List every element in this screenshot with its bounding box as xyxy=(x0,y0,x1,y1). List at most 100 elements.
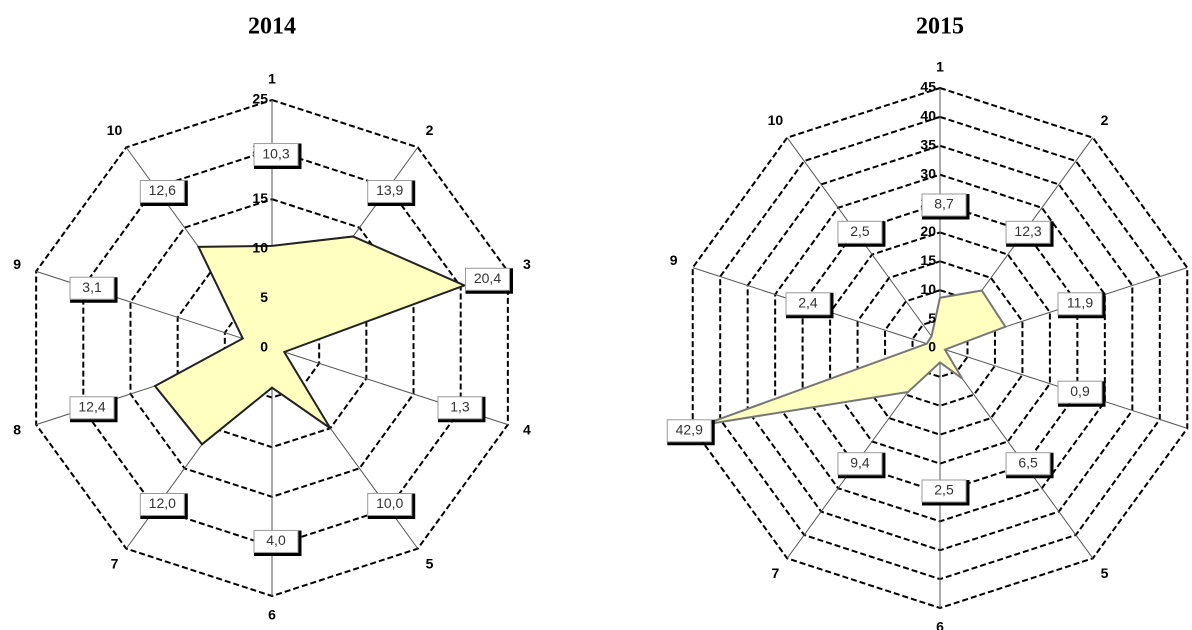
value-label: 4,0 xyxy=(266,532,286,548)
label-corner xyxy=(70,396,118,423)
label-corner xyxy=(254,530,302,556)
value-label: 12,3 xyxy=(1014,223,1041,239)
value-label: 1,3 xyxy=(450,398,470,414)
label-corner xyxy=(465,268,513,294)
value-label: 0,9 xyxy=(1070,383,1090,399)
radar-chart: 201405101520251234567891010,313,920,41,3… xyxy=(13,14,531,623)
y-tick-label: 30 xyxy=(920,165,936,181)
label-box xyxy=(367,492,413,516)
value-label: 20,4 xyxy=(474,270,501,286)
label-corner xyxy=(667,419,715,446)
label-box xyxy=(837,452,883,476)
label-box xyxy=(1057,292,1103,316)
y-tick-label: 40 xyxy=(920,108,936,124)
label-corner xyxy=(367,493,416,519)
grid-ring xyxy=(829,231,1051,465)
label-corner xyxy=(922,194,970,220)
y-tick-label: 10 xyxy=(252,240,268,256)
value-label: 12,0 xyxy=(149,495,176,511)
label-box xyxy=(837,220,883,244)
y-tick-label: 10 xyxy=(920,281,936,297)
label-box xyxy=(253,143,299,167)
radar-chart: 2015051015202530354045123456789108,712,3… xyxy=(666,14,1189,630)
label-box xyxy=(464,267,510,291)
data-area xyxy=(703,289,1007,426)
y-tick-label: 45 xyxy=(920,79,936,95)
y-tick-label: 0 xyxy=(928,339,936,355)
category-label: 8 xyxy=(13,422,21,438)
label-corner xyxy=(437,396,486,423)
label-box xyxy=(139,492,185,516)
category-label: 1 xyxy=(268,71,276,87)
value-label: 9,4 xyxy=(850,454,870,470)
label-corner xyxy=(70,277,118,303)
category-label: 1 xyxy=(936,59,944,75)
value-label: 42,9 xyxy=(676,421,703,437)
value-label: 2,5 xyxy=(850,223,870,239)
label-box xyxy=(253,529,299,553)
label-corner xyxy=(837,452,886,479)
value-label: 6,5 xyxy=(1018,454,1038,470)
data-area xyxy=(153,235,468,446)
category-label: 10 xyxy=(768,112,784,128)
category-label: 7 xyxy=(772,565,780,581)
category-label: 5 xyxy=(426,556,434,572)
label-box xyxy=(921,479,967,503)
label-corner xyxy=(837,221,886,247)
label-corner xyxy=(254,143,302,170)
value-label: 2,4 xyxy=(798,295,818,311)
value-label: 11,9 xyxy=(1067,295,1093,311)
label-box xyxy=(139,180,185,204)
grid-ring xyxy=(856,260,1024,436)
label-box xyxy=(69,276,115,300)
label-box xyxy=(69,396,115,420)
category-label: 6 xyxy=(268,607,276,623)
label-box xyxy=(437,396,483,420)
value-label: 10,0 xyxy=(376,495,403,511)
value-label: 10,3 xyxy=(262,145,289,161)
y-tick-label: 0 xyxy=(260,339,268,355)
label-box xyxy=(1057,380,1103,404)
category-label: 3 xyxy=(523,256,531,272)
category-label: 7 xyxy=(111,556,119,572)
label-corner xyxy=(140,180,188,207)
category-label: 10 xyxy=(107,122,123,138)
y-tick-label: 5 xyxy=(260,289,268,305)
label-corner xyxy=(1058,292,1106,319)
label-corner xyxy=(140,493,188,519)
category-label: 4 xyxy=(523,422,531,438)
label-corner xyxy=(1058,381,1106,407)
category-label: 9 xyxy=(670,252,678,268)
category-label: 2 xyxy=(426,122,434,138)
category-label: 2 xyxy=(1101,112,1109,128)
chart-title: 2014 xyxy=(248,14,296,40)
chart-title: 2015 xyxy=(916,14,964,40)
label-box xyxy=(1005,452,1051,476)
category-label: 6 xyxy=(936,619,944,630)
y-tick-label: 15 xyxy=(252,190,268,206)
value-label: 8,7 xyxy=(934,196,954,212)
label-corner xyxy=(1006,452,1054,479)
value-label: 3,1 xyxy=(82,279,102,295)
label-box xyxy=(666,419,712,443)
y-tick-label: 25 xyxy=(252,91,268,107)
value-label: 13,9 xyxy=(376,182,403,198)
value-label: 2,5 xyxy=(934,482,954,498)
y-tick-label: 20 xyxy=(920,223,936,239)
label-corner xyxy=(922,480,970,506)
label-corner xyxy=(367,180,416,207)
label-corner xyxy=(785,292,834,319)
label-box xyxy=(367,180,413,204)
category-label: 9 xyxy=(13,256,21,272)
label-corner xyxy=(1006,221,1054,247)
label-box xyxy=(785,292,831,316)
category-label: 5 xyxy=(1101,565,1109,581)
value-label: 12,6 xyxy=(149,182,176,198)
y-tick-label: 35 xyxy=(920,136,936,152)
value-label: 12,4 xyxy=(78,398,105,414)
label-box xyxy=(1005,220,1051,244)
label-box xyxy=(921,193,967,217)
y-tick-label: 15 xyxy=(920,252,936,268)
y-tick-label: 5 xyxy=(928,310,936,326)
